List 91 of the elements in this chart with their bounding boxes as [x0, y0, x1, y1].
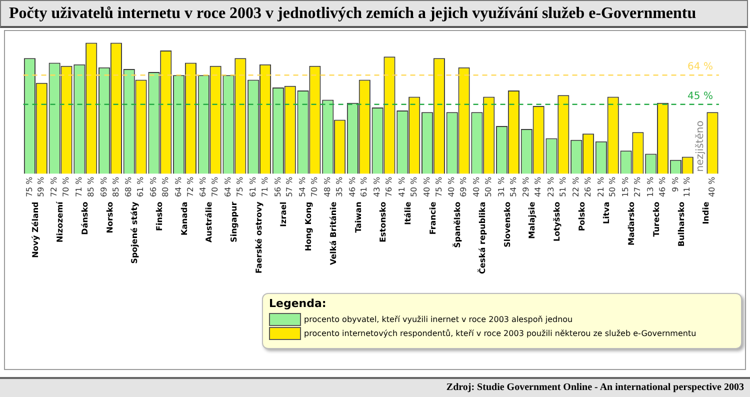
data-label: 40 % — [447, 176, 456, 198]
data-label: 35 % — [334, 176, 344, 198]
data-label: 51 % — [558, 176, 568, 198]
data-label: 41 % — [397, 176, 406, 198]
data-label: 71 % — [260, 176, 270, 198]
data-label: 68 % — [124, 176, 134, 198]
data-label: 27 % — [633, 176, 642, 198]
data-label: 50 % — [608, 176, 618, 198]
data-label: 26 % — [583, 176, 592, 198]
legend-label: procento internetových respondentů, kteří v roce 2003 použili některou ze služeb e-Governmentu — [304, 328, 696, 338]
data-label: 75 % — [236, 176, 244, 198]
x-tick-label: Nizozemí — [56, 200, 65, 242]
x-tick-label: Bulharsko — [676, 201, 686, 247]
data-label: 61 % — [248, 176, 258, 198]
x-tick-label: Nový Zéland — [30, 201, 40, 258]
x-tick-label: Singapur — [230, 202, 239, 242]
data-label: 40 % — [422, 176, 432, 198]
legend-label: procento obyvatel, kteří využili inernet v roce 2003 alespoň jednou — [304, 314, 573, 324]
x-tick-label: Dánsko — [80, 201, 90, 235]
x-tick-label: Izrael — [279, 201, 288, 227]
x-tick-label: Španělsko — [452, 201, 462, 248]
x-tick-label: Indie — [702, 201, 711, 224]
data-label: 75 % — [434, 176, 444, 198]
x-tick-label: Taiwan — [354, 201, 363, 233]
x-tick-label: Velká Británie — [328, 201, 338, 266]
data-label: 48 % — [322, 176, 332, 198]
data-label: 64 % — [174, 176, 183, 198]
x-tick-label: Turecko — [652, 201, 661, 237]
data-label: 70 % — [310, 176, 320, 198]
x-tick-label: Faerské ostrovy — [254, 200, 264, 274]
data-label: 46 % — [348, 176, 357, 198]
data-label: 11 % — [682, 176, 692, 198]
data-label: 57 % — [285, 176, 294, 198]
data-label: 61 % — [360, 176, 369, 198]
chart-title: Počty uživatelů internetu v roce 2003 v jednotlivých zemích a jejich využívání služeb e-Governmentu — [0, 0, 748, 28]
x-tick-label: Polsko — [577, 201, 586, 232]
x-tick-label: Francie — [428, 201, 438, 235]
x-tick-label: Itálie — [403, 201, 412, 225]
x-tick-label: Slovensko — [502, 201, 512, 248]
x-tick-label: Spojené státy — [130, 200, 140, 264]
data-label: 70 % — [210, 176, 220, 198]
data-label: 54 % — [508, 176, 518, 198]
x-tick-label: Hong Kong — [304, 201, 314, 252]
x-tick-label: Litva — [602, 202, 612, 224]
data-label: 64 % — [224, 176, 233, 198]
data-label: 66 % — [149, 176, 158, 198]
data-label: 43 % — [372, 176, 382, 198]
ref-line-label: 45 % — [688, 90, 713, 102]
data-label: 50 % — [484, 176, 493, 198]
data-label: 69 % — [459, 176, 468, 198]
x-tick-label: Česká republika — [476, 202, 487, 274]
data-label: 72 % — [50, 176, 59, 198]
data-label: 46 % — [658, 176, 667, 198]
data-label: 85 % — [111, 176, 120, 198]
x-tick-label: Kanada — [180, 202, 189, 236]
data-label: 76 % — [384, 176, 394, 198]
data-label: 59 % — [36, 176, 46, 198]
data-label: 61 % — [136, 176, 146, 198]
x-tick-label: Finsko — [155, 201, 164, 231]
data-label: 29 % — [522, 176, 531, 198]
data-label: 71 % — [74, 176, 84, 198]
data-label: 44 % — [534, 176, 543, 198]
data-label: 50 % — [409, 176, 418, 198]
data-label: 13 % — [646, 176, 655, 198]
x-tick-label: Austrálie — [204, 201, 214, 242]
data-label: 9 % — [670, 176, 680, 192]
data-label: 85 % — [86, 176, 96, 198]
x-tick-label: Malajsie — [528, 201, 537, 239]
annotation: nezjištěno — [695, 120, 706, 172]
data-label: 40 % — [472, 176, 482, 198]
x-tick-label: Lotyšsko — [552, 201, 562, 242]
data-label: 70 % — [62, 176, 71, 198]
data-label: 80 % — [160, 176, 170, 198]
x-tick-label: Maďarsko — [627, 201, 636, 246]
data-label: 21 % — [596, 176, 606, 198]
x-tick-label: Estonsko — [378, 201, 388, 242]
data-label: 23 % — [546, 176, 556, 198]
data-label: 56 % — [273, 176, 282, 198]
data-label: 72 % — [186, 176, 195, 198]
data-label: 69 % — [99, 176, 108, 198]
data-label: 75 % — [24, 176, 34, 198]
data-label: 22 % — [571, 176, 580, 198]
legend-title: Legenda: — [269, 297, 328, 310]
x-tick-label: Norsko — [105, 201, 114, 234]
text: Zdroj: Studie Government Online - An international perspective 2003 — [446, 382, 744, 393]
data-label: 54 % — [298, 176, 308, 198]
ref-line-label: 64 % — [688, 62, 713, 73]
data-label: 15 % — [621, 176, 630, 198]
data-label: 64 % — [198, 176, 208, 198]
data-label: 40 % — [708, 176, 717, 198]
data-label: 31 % — [496, 176, 506, 198]
